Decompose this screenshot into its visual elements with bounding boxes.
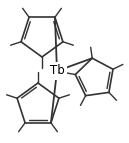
Text: Tb: Tb	[50, 64, 64, 78]
